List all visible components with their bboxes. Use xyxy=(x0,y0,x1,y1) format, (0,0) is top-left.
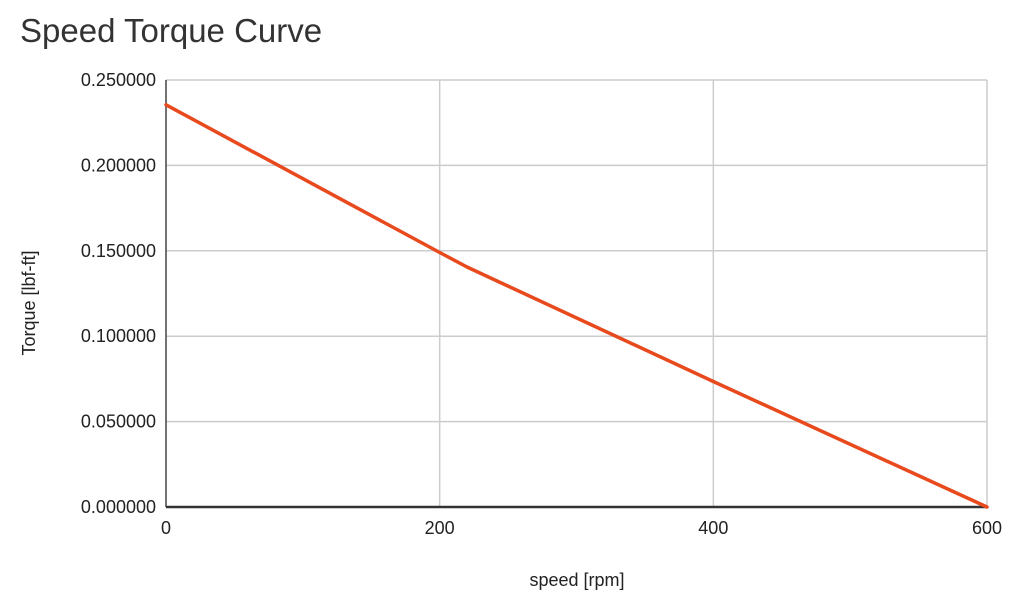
y-axis-title: Torque [lbf-ft] xyxy=(19,250,39,355)
x-tick-label: 200 xyxy=(425,518,455,538)
x-tick-label: 0 xyxy=(161,518,171,538)
y-tick-label: 0.250000 xyxy=(81,70,156,90)
y-tick-label: 0.050000 xyxy=(81,412,156,432)
gridlines xyxy=(166,79,988,507)
axes xyxy=(165,80,987,509)
x-tick-label: 600 xyxy=(972,518,1002,538)
series-group xyxy=(164,103,989,509)
y-tick-label: 0.150000 xyxy=(81,241,156,261)
x-tick-label: 400 xyxy=(698,518,728,538)
x-axis-title: speed [rpm] xyxy=(529,570,624,590)
series-line-0 xyxy=(164,103,989,509)
y-tick-label: 0.100000 xyxy=(81,326,156,346)
y-tick-label: 0.000000 xyxy=(81,497,156,517)
tick-labels: 0.000000 0.050000 0.100000 0.150000 0.200000… xyxy=(81,70,1002,538)
y-tick-label: 0.200000 xyxy=(81,155,156,175)
chart-title: Speed Torque Curve xyxy=(20,12,323,49)
